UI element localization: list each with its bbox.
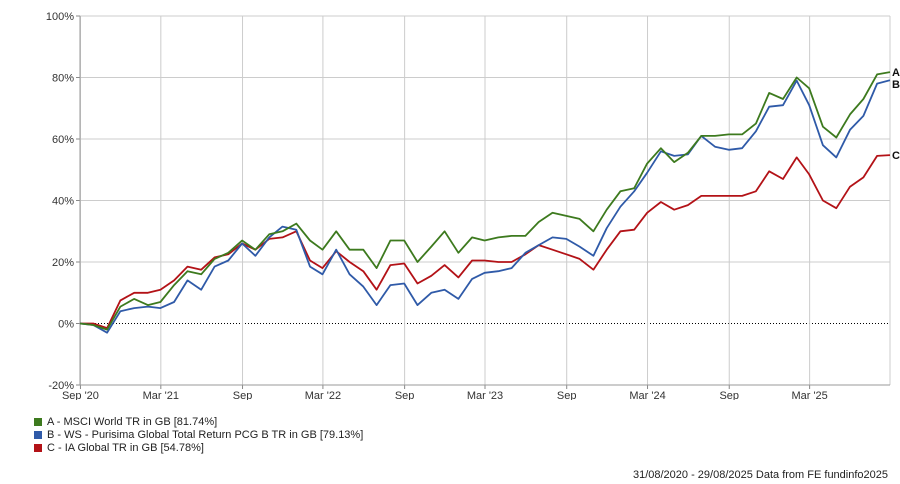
grid <box>79 15 890 386</box>
footer-source: Data from FE fundinfo2025 <box>755 469 888 481</box>
legend-swatch-b <box>34 430 42 439</box>
y-tick-label: 60% <box>52 134 74 146</box>
x-tick-label: Mar '23 <box>467 390 503 400</box>
y-tick-label: 80% <box>52 73 74 85</box>
x-tick-label: Mar '24 <box>629 390 665 400</box>
footer-date-range: 31/08/2020 - 29/08/2025 <box>632 469 753 481</box>
legend-item-a[interactable]: A - MSCI World TR in GB [81.74%] <box>34 415 363 428</box>
legend-label-a: A - MSCI World TR in GB [81.74%] <box>47 415 218 428</box>
x-tick-label: Sep <box>719 390 739 400</box>
series-line-c <box>80 154 891 330</box>
footer: 31/08/2020 - 29/08/2025 Data from FE fun… <box>633 469 888 481</box>
series-lines <box>79 71 891 334</box>
axes: -20% 0% 20% 40% 60% 80% 100% Sep '20 Mar '21 Sep M… <box>46 11 891 400</box>
legend-item-c[interactable]: C - IA Global TR in GB [54.78%] <box>34 441 363 454</box>
performance-chart: -20% 0% 20% 40% 60% 80% 100% Sep '20 Mar '21 Sep M… <box>46 11 900 400</box>
legend-label-b: B - WS - Purisima Global Total Return PC… <box>47 428 364 441</box>
legend-swatch-a <box>34 417 42 426</box>
y-tick-label: 40% <box>52 196 74 208</box>
x-tick-label: Sep '20 <box>62 390 99 400</box>
x-tick-label: Sep <box>233 390 253 400</box>
x-tick-label: Sep <box>395 390 415 400</box>
legend: A - MSCI World TR in GB [81.74%] B - WS … <box>34 415 363 454</box>
x-tick-label: Mar '21 <box>143 390 179 400</box>
series-end-marker-c: C <box>892 150 900 162</box>
series-line-b <box>79 79 891 334</box>
legend-swatch-c <box>34 443 42 452</box>
series-end-markers: AB C <box>892 67 900 162</box>
y-tick-label: 0% <box>58 319 74 331</box>
legend-item-b[interactable]: B - WS - Purisima Global Total Return PC… <box>34 428 363 441</box>
x-tick-label: Mar '25 <box>791 390 827 400</box>
legend-label-c: C - IA Global TR in GB [54.78%] <box>47 441 204 454</box>
series-end-marker-b: B <box>892 79 900 91</box>
y-tick-label: -20% <box>48 380 74 392</box>
x-tick-label: Mar '22 <box>305 390 341 400</box>
y-tick-label: 100% <box>46 11 74 23</box>
y-tick-label: 20% <box>52 257 74 269</box>
x-tick-label: Sep <box>557 390 577 400</box>
series-end-marker-a: A <box>892 67 900 79</box>
series-line-a <box>79 71 891 331</box>
